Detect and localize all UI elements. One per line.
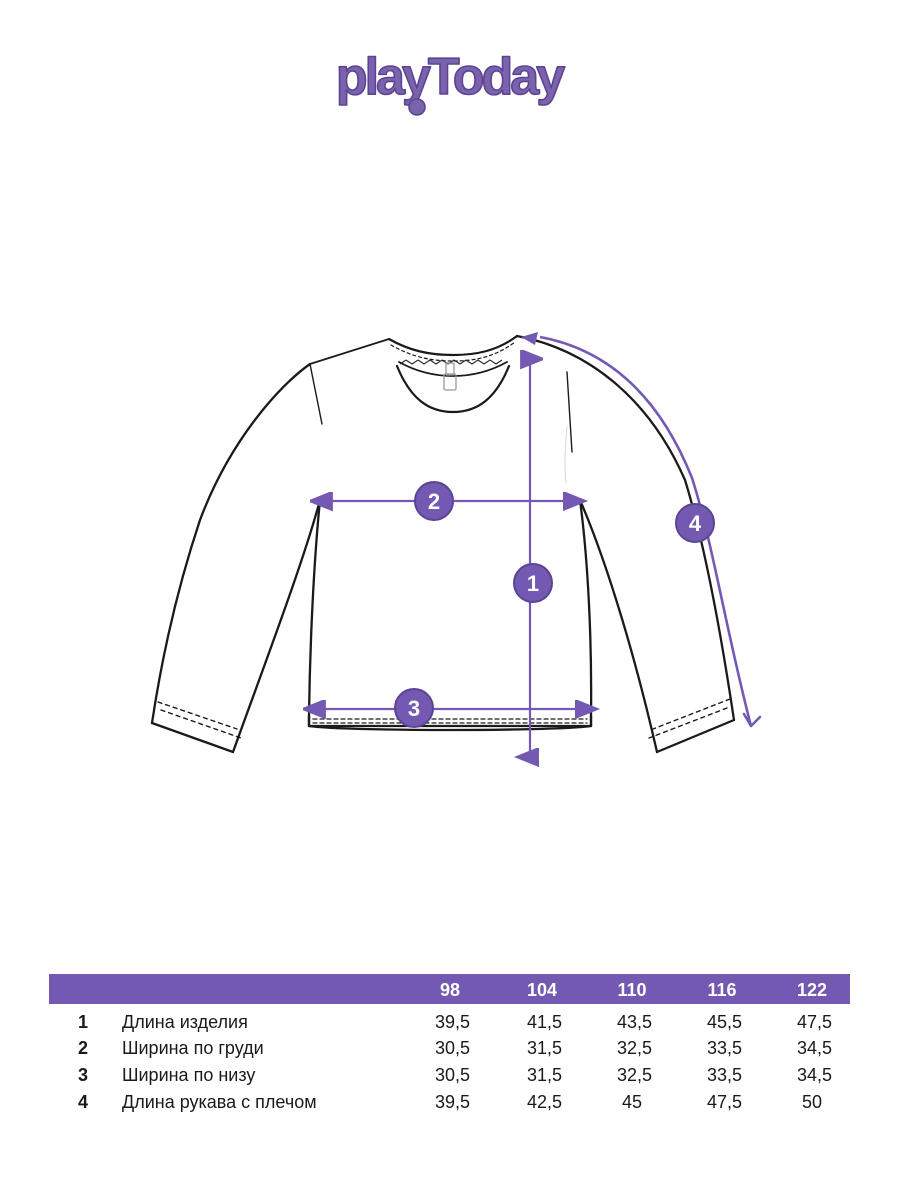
svg-text:4: 4 xyxy=(689,511,702,536)
svg-text:3: 3 xyxy=(408,696,420,721)
svg-text:1: 1 xyxy=(527,571,539,596)
svg-text:2: 2 xyxy=(428,489,440,514)
